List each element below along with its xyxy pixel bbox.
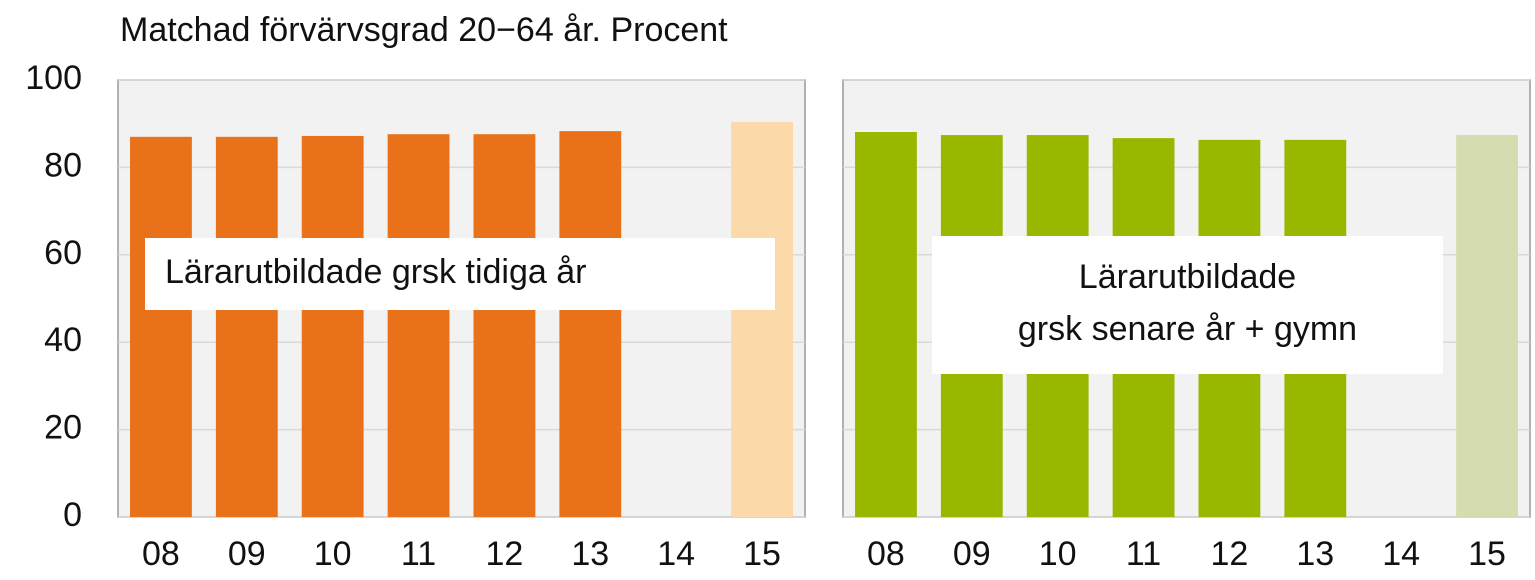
bar xyxy=(387,134,450,518)
y-tick-label: 0 xyxy=(63,496,82,534)
y-tick-label: 60 xyxy=(44,234,82,272)
y-tick-label: 40 xyxy=(44,321,82,359)
bar xyxy=(215,136,278,517)
x-tick-label: 14 xyxy=(1382,535,1420,573)
annotation: grsk senare år + gymn xyxy=(1018,310,1357,348)
y-tick-label: 80 xyxy=(44,146,82,184)
bar xyxy=(130,136,192,517)
annotation: Lärarutbildade xyxy=(1079,258,1296,296)
bar xyxy=(301,135,364,517)
x-tick-label: 08 xyxy=(142,535,180,573)
x-tick-label: 09 xyxy=(953,535,991,573)
x-tick-label: 10 xyxy=(1039,535,1077,573)
x-tick-label: 13 xyxy=(571,535,609,573)
annotation-box xyxy=(932,236,1443,374)
x-tick-label: 13 xyxy=(1296,535,1334,573)
x-tick-label: 11 xyxy=(401,535,436,573)
y-tick-label: 20 xyxy=(44,409,82,447)
x-tick-label: 11 xyxy=(1126,535,1161,573)
x-tick-label: 09 xyxy=(228,535,266,573)
annotation-box xyxy=(145,238,775,310)
x-tick-label: 15 xyxy=(743,535,781,573)
x-tick-label: 12 xyxy=(486,535,524,573)
annotation: Lärarutbildade grsk tidiga år xyxy=(165,253,586,291)
chart-title: Matchad förvärvsgrad 20−64 år. Procent xyxy=(120,11,728,49)
bar xyxy=(559,131,622,517)
y-tick-label: 100 xyxy=(25,59,82,97)
bar xyxy=(855,132,917,518)
x-tick-label: 12 xyxy=(1211,535,1249,573)
x-tick-label: 14 xyxy=(657,535,695,573)
x-tick-label: 08 xyxy=(867,535,905,573)
bar xyxy=(1456,135,1518,517)
x-tick-label: 15 xyxy=(1468,535,1506,573)
bar xyxy=(473,134,536,518)
bar xyxy=(731,121,793,518)
x-tick-label: 10 xyxy=(314,535,352,573)
